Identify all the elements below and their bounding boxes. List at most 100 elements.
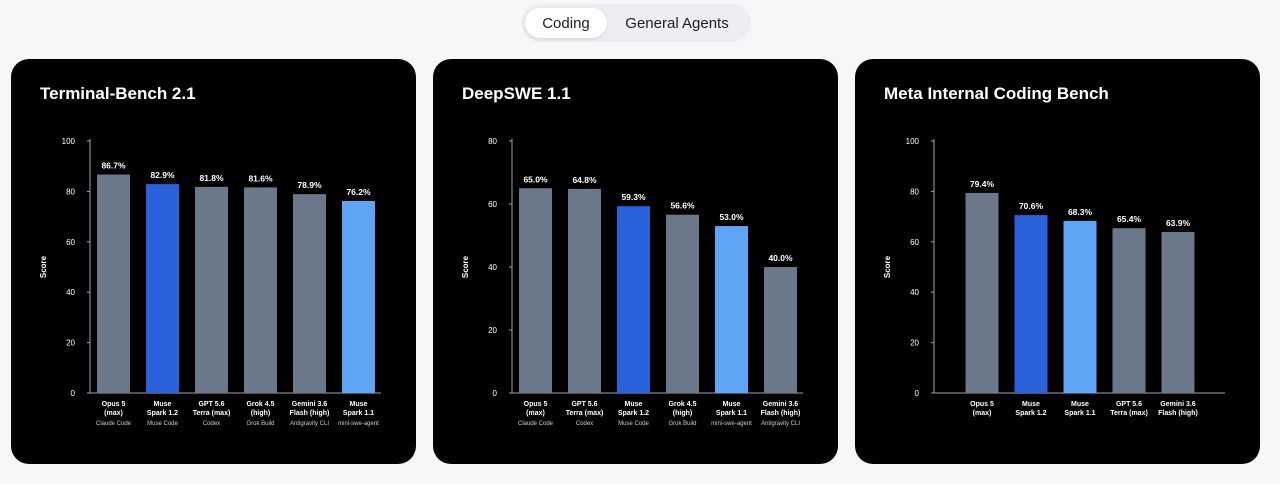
bar-value-label: 70.6% — [1019, 201, 1044, 211]
x-tick-label: Flash (high) — [290, 410, 330, 417]
x-tick-sublabel: mini-swe-agent — [711, 421, 752, 427]
y-tick-label: 60 — [488, 200, 497, 209]
bar-value-label: 79.4% — [970, 179, 995, 189]
y-tick-label: 80 — [66, 187, 75, 196]
chart-card-deepswe: DeepSWE 1.1 0 20 40 60 80 Score 65.0% Opus 5 (ma… — [433, 59, 838, 464]
chart-title: Meta Internal Coding Bench — [884, 84, 1109, 103]
x-tick-sublabel: Muse Code — [618, 421, 649, 427]
bar — [568, 188, 601, 393]
y-axis-label: Score — [461, 255, 470, 278]
bar — [617, 206, 650, 393]
x-tick-sublabel: Codex — [576, 421, 593, 427]
chart-title: DeepSWE 1.1 — [462, 84, 571, 103]
bar — [666, 214, 699, 393]
x-tick-label: (max) — [526, 410, 545, 417]
bar-chart: 0 20 40 60 80 100 Score 79.4% Opus 5 (max) 70.6% Mu… — [883, 137, 1225, 417]
x-tick-label: Spark 1.2 — [147, 410, 178, 417]
x-tick-label: Spark 1.2 — [1015, 410, 1046, 417]
y-tick-label: 40 — [910, 288, 919, 297]
bar-value-label: 63.9% — [1166, 218, 1191, 228]
y-tick-label: 0 — [493, 389, 498, 398]
x-tick-label: Muse — [350, 401, 368, 408]
x-tick-label: Spark 1.1 — [716, 410, 747, 417]
x-tick-label: Spark 1.1 — [343, 410, 374, 417]
bar — [342, 200, 375, 393]
x-tick-sublabel: Grok Build — [246, 421, 274, 427]
x-tick-label: Grok 4.5 — [668, 401, 696, 408]
x-tick-label: Muse — [1071, 401, 1089, 408]
x-tick-label: GPT 5.6 — [1116, 401, 1142, 408]
x-tick-label: Terra (max) — [566, 410, 604, 417]
bar-value-label: 81.6% — [248, 173, 273, 183]
bar — [146, 184, 179, 393]
x-tick-sublabel: Antigravity CLI — [761, 421, 800, 427]
bar-value-label: 65.4% — [1117, 214, 1142, 224]
y-tick-label: 80 — [488, 137, 497, 146]
bar — [1112, 228, 1146, 393]
x-tick-label: Grok 4.5 — [246, 401, 274, 408]
x-tick-sublabel: Claude Code — [96, 421, 132, 427]
bar — [764, 267, 797, 393]
chart-card-terminal-bench: Terminal-Bench 2.1 0 20 40 60 80 100 Score 86.7… — [11, 59, 416, 464]
y-axis-label: Score — [883, 255, 892, 278]
bar-value-label: 68.3% — [1068, 207, 1093, 217]
bar-value-label: 81.8% — [199, 173, 224, 183]
x-tick-sublabel: Antigravity CLI — [290, 421, 329, 427]
bar — [1063, 220, 1097, 393]
x-tick-label: Muse — [625, 401, 643, 408]
bar-value-label: 59.3% — [621, 192, 646, 202]
x-tick-sublabel: mini-swe-agent — [338, 421, 379, 427]
x-tick-label: Flash (high) — [1158, 410, 1198, 417]
benchmark-tab-group: Coding General Agents — [521, 4, 751, 42]
x-tick-label: GPT 5.6 — [198, 401, 224, 408]
bar — [1161, 231, 1195, 393]
x-tick-label: Muse — [723, 401, 741, 408]
bar-value-label: 76.2% — [346, 187, 371, 197]
bar-value-label: 40.0% — [768, 253, 793, 263]
x-tick-label: (max) — [104, 410, 123, 417]
x-tick-label: GPT 5.6 — [571, 401, 597, 408]
x-tick-label: Spark 1.1 — [1064, 410, 1095, 417]
y-tick-label: 0 — [915, 389, 920, 398]
x-tick-label: Spark 1.2 — [618, 410, 649, 417]
bar — [195, 186, 228, 393]
x-tick-label: Muse — [1022, 401, 1040, 408]
bar-value-label: 65.0% — [523, 174, 548, 184]
x-tick-label: Opus 5 — [524, 401, 548, 408]
bar-value-label: 64.8% — [572, 175, 597, 185]
bar — [1014, 215, 1048, 393]
x-tick-label: Gemini 3.6 — [1160, 401, 1196, 408]
y-tick-label: 60 — [66, 238, 75, 247]
chart-title: Terminal-Bench 2.1 — [40, 84, 196, 103]
y-tick-label: 100 — [62, 137, 76, 146]
bar — [244, 187, 277, 393]
y-tick-label: 20 — [66, 339, 75, 348]
x-tick-sublabel: Grok Build — [668, 421, 696, 427]
y-tick-label: 100 — [906, 137, 920, 146]
x-tick-sublabel: Muse Code — [147, 421, 178, 427]
x-tick-label: Opus 5 — [102, 401, 126, 408]
bar — [715, 226, 748, 393]
x-tick-sublabel: Codex — [203, 421, 220, 427]
y-tick-label: 80 — [910, 187, 919, 196]
bar-value-label: 82.9% — [150, 170, 175, 180]
bar-chart: 0 20 40 60 80 Score 65.0% Opus 5 (max) Claude Cod… — [461, 137, 803, 427]
bar-value-label: 86.7% — [101, 161, 126, 171]
chart-card-meta-internal: Meta Internal Coding Bench 0 20 40 60 80 100 S… — [855, 59, 1260, 464]
y-tick-label: 40 — [488, 263, 497, 272]
x-tick-label: Opus 5 — [970, 401, 994, 408]
bar-value-label: 56.6% — [670, 201, 695, 211]
bar — [293, 194, 326, 393]
y-tick-label: 40 — [66, 288, 75, 297]
x-tick-label: (max) — [973, 410, 992, 417]
x-tick-label: Muse — [154, 401, 172, 408]
bar — [97, 174, 130, 393]
y-tick-label: 20 — [488, 326, 497, 335]
bar-value-label: 78.9% — [297, 180, 322, 190]
x-tick-label: Terra (max) — [193, 410, 231, 417]
bar — [519, 188, 552, 393]
tab-coding[interactable]: Coding — [525, 8, 607, 38]
x-tick-label: (high) — [673, 410, 692, 417]
tab-general-agents[interactable]: General Agents — [625, 14, 729, 32]
y-axis-label: Score — [39, 255, 48, 278]
